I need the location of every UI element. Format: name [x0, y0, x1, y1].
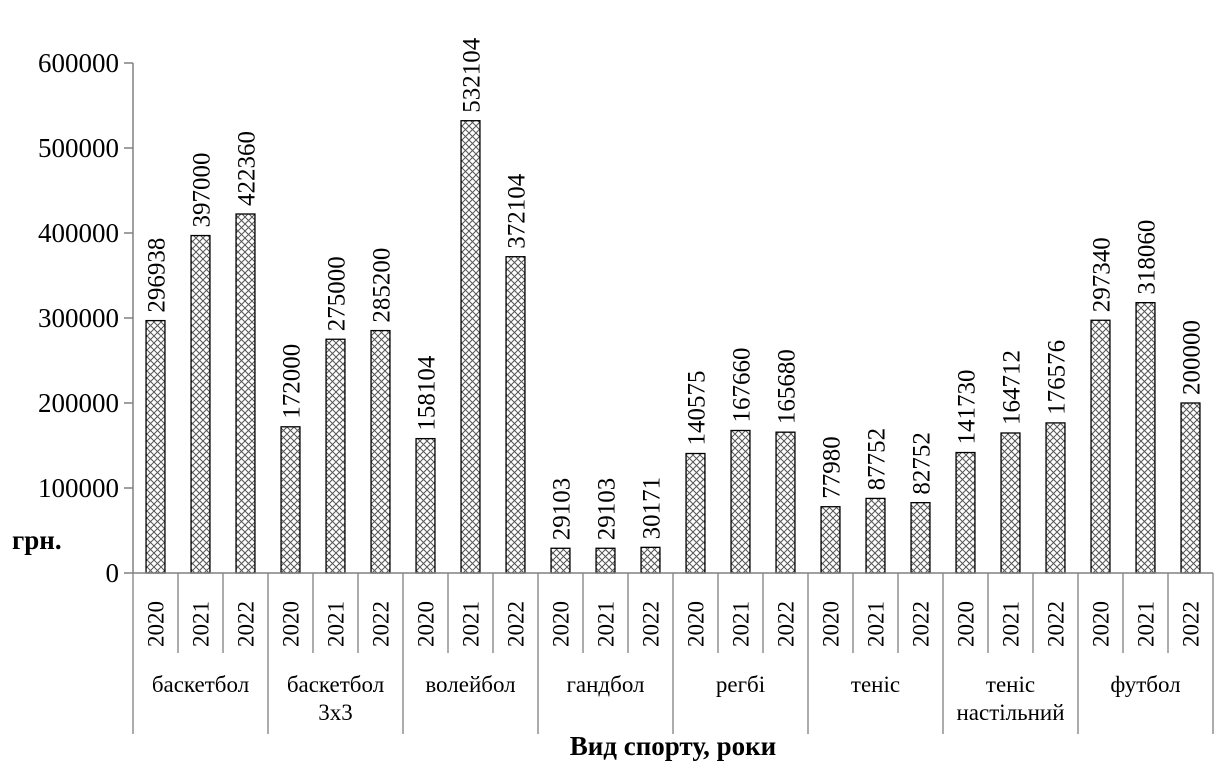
y-tick-label: 400000: [38, 218, 119, 248]
y-tick-label: 200000: [38, 388, 119, 418]
bar: [775, 431, 796, 574]
x-year-label: 2020: [684, 601, 709, 647]
x-year-label: 2020: [819, 601, 844, 647]
y-axis: 0 100000 200000 300000 400000 500000 600000: [38, 48, 134, 588]
bar-value-label: 30171: [639, 477, 666, 540]
bar: [1135, 301, 1156, 574]
bar-value-label: 296938: [144, 238, 171, 313]
bar: [910, 502, 931, 574]
x-year-label: 2020: [954, 601, 979, 647]
group-label: теніс: [851, 672, 900, 697]
bar: [1045, 422, 1066, 574]
bar: [1000, 432, 1021, 574]
x-year-label: 2020: [279, 601, 304, 647]
y-axis-unit-label: грн.: [12, 525, 62, 555]
group-label: баскетбол 3х3: [287, 672, 384, 725]
group-label: регбі: [716, 672, 765, 697]
group-label: теніс настільний: [956, 672, 1064, 725]
bar: [370, 329, 391, 574]
bar: [190, 234, 211, 574]
x-year-label: 2021: [999, 601, 1024, 647]
bar: [1090, 319, 1111, 574]
bar: [325, 338, 346, 574]
x-year-label: 2020: [549, 601, 574, 647]
bar-value-label: 318060: [1134, 220, 1161, 295]
x-year-label: 2022: [504, 601, 529, 647]
bar: [820, 506, 841, 574]
x-year-label: 2021: [189, 601, 214, 647]
group-label: футбол: [1110, 672, 1180, 697]
x-year-label: 2022: [234, 601, 259, 647]
bar-value-label: 532104: [459, 37, 486, 113]
x-year-label: 2021: [594, 601, 619, 647]
bar: [685, 452, 706, 574]
bar: [640, 546, 661, 574]
bar: [550, 547, 571, 574]
group-label: гандбол: [566, 672, 644, 697]
y-tick-label: 300000: [38, 303, 119, 333]
bars: 296938 397000 422360 172000 275000 285200 1581…: [144, 37, 1206, 574]
x-year-label: 2020: [414, 601, 439, 647]
bar-value-label: 165680: [774, 349, 801, 424]
x-year-label: 2022: [774, 601, 799, 647]
x-axis-title: Вид спорту, роки: [570, 731, 777, 761]
bar-value-label: 29103: [549, 478, 576, 541]
bar-value-label: 176576: [1044, 340, 1071, 415]
x-year-label: 2022: [909, 601, 934, 647]
x-year-label: 2021: [864, 601, 889, 647]
bar-value-label: 164712: [999, 350, 1026, 425]
bar-value-label: 285200: [369, 248, 396, 323]
group-label: баскетбол: [152, 672, 249, 697]
x-year-label: 2022: [369, 601, 394, 647]
bar-value-label: 87752: [864, 428, 891, 491]
y-tick-label: 500000: [38, 133, 119, 163]
bar: [235, 213, 256, 574]
x-year-label: 2020: [1089, 601, 1114, 647]
bar: [955, 451, 976, 574]
y-tick-label: 100000: [38, 473, 119, 503]
bar-value-label: 422360: [234, 131, 261, 206]
x-year-label: 2022: [639, 601, 664, 647]
bar-value-label: 77980: [819, 436, 846, 499]
y-tick-label: 600000: [38, 48, 119, 78]
bar: [595, 547, 616, 574]
bar-value-label: 372104: [504, 173, 531, 249]
bar: [865, 497, 886, 574]
x-year-label: 2021: [729, 601, 754, 647]
group-label: волейбол: [425, 672, 515, 697]
bar-value-label: 158104: [414, 355, 441, 431]
y-tick-label: 0: [106, 558, 120, 588]
bar-value-label: 397000: [189, 153, 216, 228]
x-year-label: 2021: [1134, 601, 1159, 647]
bar-value-label: 141730: [954, 370, 981, 445]
bar: [145, 319, 166, 574]
bar-value-label: 82752: [909, 432, 936, 495]
bar-value-label: 172000: [279, 344, 306, 419]
bar-value-label: 200000: [1179, 320, 1206, 395]
bar-value-label: 275000: [324, 256, 351, 331]
bar-value-label: 140575: [684, 371, 711, 446]
bar: [280, 426, 301, 574]
bar: [505, 256, 526, 574]
x-year-label: 2021: [459, 601, 484, 647]
bar-value-label: 29103: [594, 478, 621, 541]
x-year-label: 2020: [144, 601, 169, 647]
x-axis: 2020 2021 2022 баскетбол 2020 2021 2022 баскетб…: [132, 572, 1214, 734]
x-year-label: 2022: [1179, 601, 1204, 647]
bar: [415, 437, 436, 574]
x-year-label: 2021: [324, 601, 349, 647]
bar-value-label: 297340: [1089, 237, 1116, 312]
bar: [1180, 402, 1201, 574]
bar: [460, 120, 481, 574]
bar: [730, 429, 751, 574]
bar-value-label: 167660: [729, 347, 756, 422]
x-year-label: 2022: [1044, 601, 1069, 647]
